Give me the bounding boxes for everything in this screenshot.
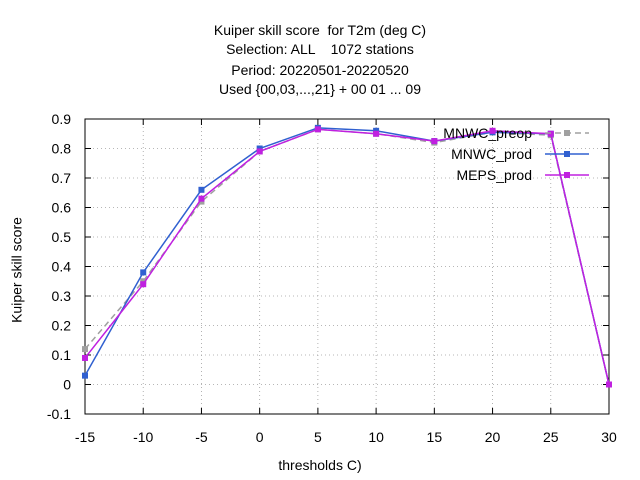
x-tick-label: -5	[195, 429, 208, 445]
x-tick-label: 25	[543, 429, 559, 445]
grid-lines	[85, 119, 609, 414]
data-point-MNWC_prod	[140, 269, 147, 276]
x-tick-label: 20	[485, 429, 501, 445]
y-tick-label: 0.4	[52, 259, 72, 275]
x-tick-label: 5	[314, 429, 322, 445]
y-tick-label: 0.6	[52, 200, 72, 216]
data-point-MNWC_prod	[82, 372, 88, 379]
y-tick-label: -0.1	[47, 406, 71, 422]
tick-labels: -15 -10 -5 0 5 10 15 20 25 30 -0.1 0 0.1 0.2 0.3 0.4 0.5…	[47, 111, 617, 445]
data-point-MNWC_preop	[82, 346, 88, 353]
y-tick-label: 0	[63, 377, 71, 393]
legend-marker-MNWC_prod	[564, 151, 570, 157]
y-tick-label: 0.3	[52, 288, 72, 304]
data-point-MEPS_prod	[431, 138, 438, 145]
x-tick-label: 0	[256, 429, 264, 445]
x-tick-label: 10	[368, 429, 384, 445]
data-point-MEPS_prod	[373, 130, 380, 137]
data-point-MEPS_prod	[82, 354, 88, 361]
legend-label-MNWC_prod: MNWC_prod	[451, 146, 532, 162]
legend-marker-MEPS_prod	[564, 172, 570, 178]
legend-label-MNWC_preop: MNWC_preop	[443, 125, 532, 141]
legend-label-MEPS_prod: MEPS_prod	[457, 167, 532, 183]
series-layer	[82, 124, 612, 388]
data-point-MEPS_prod	[489, 127, 496, 134]
y-tick-label: 0.2	[52, 318, 72, 334]
plot-frame	[84, 118, 610, 415]
legend-marker-MNWC_preop	[564, 130, 570, 136]
x-tick-label: 15	[427, 429, 443, 445]
data-point-MEPS_prod	[140, 281, 147, 288]
chart-title-line-4: Used {00,03,...,21} + 00 01 ... 09	[219, 81, 421, 97]
data-point-MNWC_prod	[198, 186, 205, 193]
data-point-MEPS_prod	[256, 148, 263, 155]
data-point-MEPS_prod	[606, 381, 612, 388]
chart-title-line-3: Period: 20220501-20220520	[231, 62, 409, 78]
y-tick-label: 0.8	[52, 141, 72, 157]
x-tick-label: -10	[133, 429, 153, 445]
y-tick-label: 0.1	[52, 347, 72, 363]
y-tick-label: 0.7	[52, 170, 72, 186]
axes	[84, 118, 610, 415]
data-point-MEPS_prod	[314, 126, 321, 133]
y-tick-label: 0.5	[52, 229, 72, 245]
x-axis-label: thresholds C)	[278, 457, 362, 473]
y-axis-label: Kuiper skill score	[8, 217, 25, 323]
legend: MNWC_preop MNWC_prod MEPS_prod	[443, 125, 589, 183]
x-tick-label: -15	[75, 429, 95, 445]
series-line-MEPS_prod	[84, 128, 610, 385]
data-point-MEPS_prod	[198, 195, 205, 202]
chart-title-line-2: Selection: ALL 1072 stations	[226, 41, 414, 57]
x-tick-label: 30	[601, 429, 617, 445]
y-tick-label: 0.9	[52, 111, 72, 127]
chart-title-line-1: Kuiper skill score for T2m (deg C)	[213, 22, 427, 38]
